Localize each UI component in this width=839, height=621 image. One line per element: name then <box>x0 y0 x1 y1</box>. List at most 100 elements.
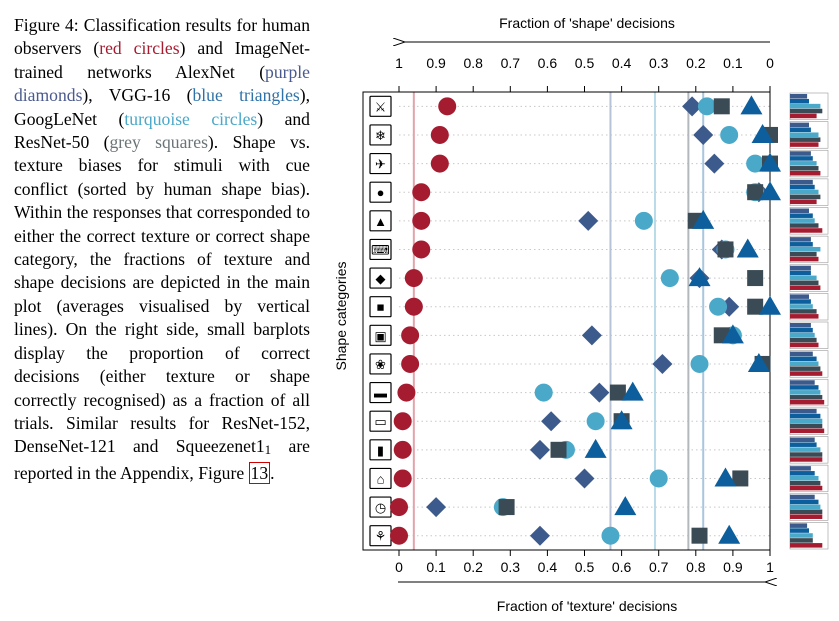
bird-icon: ❀ <box>370 354 391 374</box>
car-icon: ▬ <box>370 383 391 403</box>
bar-vgg16 <box>790 328 813 333</box>
top-tick-label: 0.5 <box>575 55 595 71</box>
bar-googlenet <box>790 276 817 281</box>
bottle-icon: ▮ <box>370 440 391 460</box>
bar-resnet50 <box>790 166 819 171</box>
y-axis-label: Shape categories <box>333 262 349 371</box>
bottom-tick-label: 1 <box>766 559 774 575</box>
googlenet-marker <box>650 469 668 487</box>
alexnet-marker <box>530 440 550 460</box>
bar-vgg16 <box>790 213 813 218</box>
bar-human <box>790 200 817 205</box>
bar-resnet50 <box>790 452 822 457</box>
alexnet-marker <box>530 526 550 546</box>
bar-alexnet <box>790 209 809 214</box>
bar-alexnet <box>790 352 813 357</box>
bar-human <box>790 371 822 376</box>
bar-vgg16 <box>790 500 819 505</box>
bar-googlenet <box>790 361 819 366</box>
bar-human <box>790 114 817 119</box>
bar-alexnet <box>790 94 807 99</box>
googlenet-marker <box>587 412 605 430</box>
accuracy-barplots <box>790 93 828 549</box>
icon-glyph: ▣ <box>374 328 386 343</box>
top-tick-label: 1 <box>395 55 403 71</box>
top-tick-label: 0 <box>766 55 774 71</box>
bar-alexnet <box>790 523 807 528</box>
bottom-tick-label: 0.7 <box>649 559 669 575</box>
dog-icon: ▲ <box>370 211 391 231</box>
human-marker <box>405 269 423 287</box>
alexnet-marker <box>426 497 446 517</box>
bar-human <box>790 228 822 233</box>
icon-glyph: ✈ <box>375 157 386 172</box>
alexnet-marker <box>582 325 602 345</box>
bar-vgg16 <box>790 471 815 476</box>
bar-googlenet <box>790 505 820 510</box>
human-marker <box>412 240 430 258</box>
bar-human <box>790 314 819 319</box>
icon-glyph: ◷ <box>375 500 386 515</box>
icon-glyph: ⌨ <box>371 242 390 257</box>
bar-vgg16 <box>790 271 811 276</box>
icon-glyph: ◆ <box>376 271 386 286</box>
bar-alexnet <box>790 438 815 443</box>
icon-glyph: ⌂ <box>377 471 385 486</box>
bar-resnet50 <box>790 223 819 228</box>
barplot-row <box>790 322 828 349</box>
bar-vgg16 <box>790 414 820 419</box>
oven-icon: ▣ <box>370 325 391 345</box>
top-tick-labels: 1 0.9 0.8 0.7 0.6 0.5 0.4 0.3 0.2 0.1 0 <box>395 55 774 92</box>
human-marker <box>401 355 419 373</box>
vgg-16-marker <box>718 525 740 544</box>
barplot-row <box>790 179 828 206</box>
bar-human <box>790 400 824 405</box>
bar-resnet50 <box>790 424 822 429</box>
bottom-tick-label: 0.8 <box>686 559 706 575</box>
icon-glyph: ▭ <box>374 414 386 429</box>
barplot-row <box>790 93 828 120</box>
top-tick-label: 0.8 <box>463 55 483 71</box>
icon-glyph: ❄ <box>375 128 386 143</box>
human-marker <box>431 155 449 173</box>
resnet-50-marker <box>747 270 763 286</box>
top-axis-label: Fraction of 'shape' decisions <box>499 15 675 31</box>
icon-glyph: ❀ <box>375 357 386 372</box>
resnet-50-marker <box>499 499 515 515</box>
icon-glyph: ⚔ <box>375 99 387 114</box>
icon-glyph: ● <box>377 185 385 200</box>
bar-alexnet <box>790 123 809 128</box>
barplot-row <box>790 351 828 378</box>
cat-icon: ◆ <box>370 268 391 288</box>
bar-human <box>790 343 819 348</box>
googlenet-marker <box>691 355 709 373</box>
bar-human <box>790 142 819 147</box>
ski-icon: ❄ <box>370 125 391 145</box>
googlenet-marker <box>635 212 653 230</box>
bar-alexnet <box>790 466 811 471</box>
barplot-row <box>790 408 828 435</box>
bar-googlenet <box>790 333 815 338</box>
googlenet-marker <box>709 298 727 316</box>
bar-alexnet <box>790 495 815 500</box>
bar-vgg16 <box>790 156 813 161</box>
top-tick-label: 0.6 <box>538 55 558 71</box>
bar-vgg16 <box>790 242 813 247</box>
human-marker <box>412 212 430 230</box>
clock-icon: ◷ <box>370 497 391 517</box>
barplot-row <box>790 150 828 177</box>
bar-human <box>790 486 822 491</box>
icon-glyph: ▮ <box>377 443 384 458</box>
googlenet-marker <box>698 97 716 115</box>
bar-human <box>790 429 824 434</box>
bar-alexnet <box>790 380 815 385</box>
bar-googlenet <box>790 419 822 424</box>
bottom-tick-label: 0 <box>395 559 403 575</box>
bottom-tick-label: 0.5 <box>575 559 595 575</box>
bar-googlenet <box>790 390 820 395</box>
bar-alexnet <box>790 237 811 242</box>
bar-resnet50 <box>790 137 820 142</box>
barplot-row <box>790 465 828 492</box>
barplot-row <box>790 265 828 292</box>
